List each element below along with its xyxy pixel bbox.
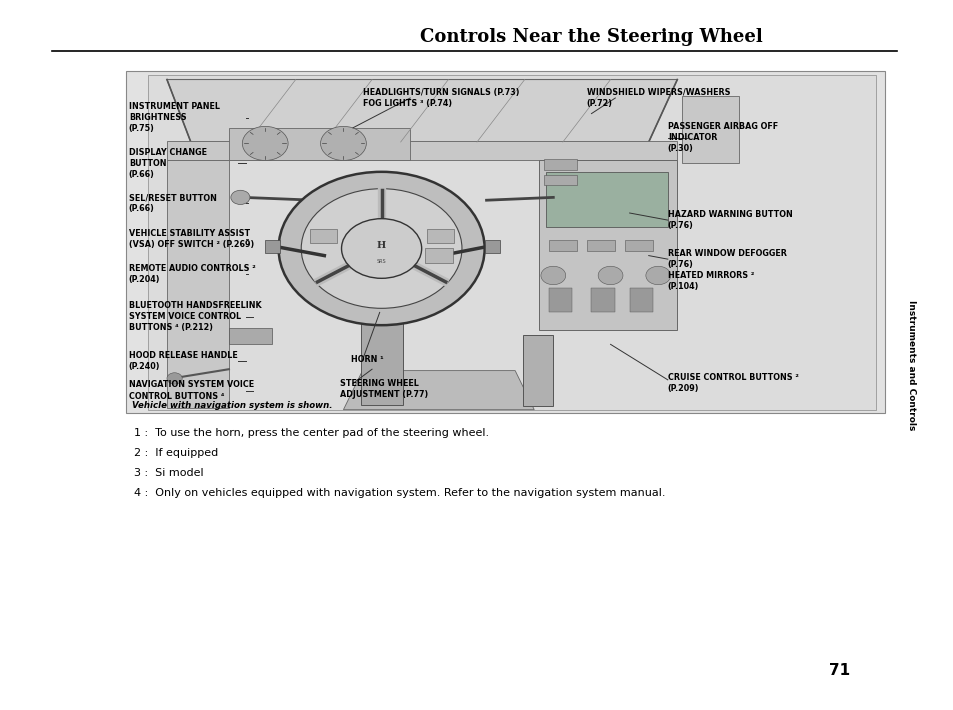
- Text: NAVIGATION SYSTEM VOICE
CONTROL BUTTONS ⁴: NAVIGATION SYSTEM VOICE CONTROL BUTTONS …: [129, 381, 253, 400]
- Bar: [586, 240, 615, 251]
- Bar: [424, 248, 453, 263]
- Circle shape: [320, 126, 366, 160]
- Polygon shape: [167, 80, 677, 142]
- Bar: [522, 335, 553, 406]
- Bar: [229, 328, 272, 344]
- Circle shape: [341, 219, 421, 278]
- Bar: [484, 240, 499, 253]
- Bar: [681, 96, 739, 163]
- Bar: [543, 159, 577, 170]
- Text: VEHICLE STABILITY ASSIST
(VSA) OFF SWITCH ² (P.269): VEHICLE STABILITY ASSIST (VSA) OFF SWITC…: [129, 229, 253, 248]
- Text: H: H: [376, 241, 386, 250]
- Bar: [591, 288, 615, 312]
- Bar: [543, 175, 577, 185]
- Text: REMOTE AUDIO CONTROLS ²
(P.204): REMOTE AUDIO CONTROLS ² (P.204): [129, 264, 255, 284]
- Bar: [265, 240, 280, 253]
- Bar: [548, 288, 572, 312]
- Text: 4 :  Only on vehicles equipped with navigation system. Refer to the navigation s: 4 : Only on vehicles equipped with navig…: [133, 488, 664, 498]
- Bar: [624, 240, 653, 251]
- Text: 71: 71: [828, 663, 849, 679]
- Text: Instruments and Controls: Instruments and Controls: [906, 300, 915, 431]
- Polygon shape: [343, 371, 534, 410]
- Text: BLUETOOTH HANDSFREELINK
SYSTEM VOICE CONTROL
BUTTONS ⁴ (P.212): BLUETOOTH HANDSFREELINK SYSTEM VOICE CON…: [129, 301, 261, 332]
- Text: HOOD RELEASE HANDLE
(P.240): HOOD RELEASE HANDLE (P.240): [129, 351, 237, 371]
- Circle shape: [242, 126, 288, 160]
- Bar: [629, 288, 653, 312]
- Text: PASSENGER AIRBAG OFF
INDICATOR
(P.30): PASSENGER AIRBAG OFF INDICATOR (P.30): [667, 122, 777, 153]
- Bar: [126, 71, 884, 413]
- Text: 3 :  Si model: 3 : Si model: [133, 468, 203, 478]
- Text: HORN ¹: HORN ¹: [351, 356, 383, 364]
- Bar: [360, 307, 402, 405]
- Circle shape: [231, 190, 250, 204]
- Text: Controls Near the Steering Wheel: Controls Near the Steering Wheel: [419, 28, 762, 46]
- Circle shape: [540, 266, 565, 285]
- Text: WINDSHIELD WIPERS/WASHERS
(P.72): WINDSHIELD WIPERS/WASHERS (P.72): [586, 88, 729, 108]
- Bar: [548, 240, 577, 251]
- Text: STEERING WHEEL
ADJUSTMENT (P.77): STEERING WHEEL ADJUSTMENT (P.77): [339, 379, 428, 399]
- Circle shape: [167, 373, 182, 384]
- Text: 1 :  To use the horn, press the center pad of the steering wheel.: 1 : To use the horn, press the center pa…: [133, 428, 488, 438]
- Text: HAZARD WARNING BUTTON
(P.76): HAZARD WARNING BUTTON (P.76): [667, 210, 792, 230]
- Text: CRUISE CONTROL BUTTONS ²
(P.209): CRUISE CONTROL BUTTONS ² (P.209): [667, 373, 798, 393]
- Bar: [167, 141, 677, 160]
- Circle shape: [301, 189, 461, 308]
- Bar: [427, 229, 454, 243]
- Text: SRS: SRS: [376, 258, 386, 264]
- Polygon shape: [148, 75, 875, 410]
- Text: INSTRUMENT PANEL
BRIGHTNESS
(P.75): INSTRUMENT PANEL BRIGHTNESS (P.75): [129, 102, 219, 133]
- Text: HEADLIGHTS/TURN SIGNALS (P.73)
FOG LIGHTS ³ (P.74): HEADLIGHTS/TURN SIGNALS (P.73) FOG LIGHT…: [362, 88, 518, 108]
- Polygon shape: [167, 160, 229, 408]
- Bar: [545, 172, 667, 227]
- Text: 2 :  If equipped: 2 : If equipped: [133, 448, 217, 458]
- Text: REAR WINDOW DEFOGGER
(P.76)
HEATED MIRRORS ²
(P.104): REAR WINDOW DEFOGGER (P.76) HEATED MIRRO…: [667, 248, 786, 291]
- Polygon shape: [229, 128, 410, 160]
- Text: DISPLAY CHANGE
BUTTON
(P.66): DISPLAY CHANGE BUTTON (P.66): [129, 148, 207, 179]
- Text: SEL/RESET BUTTON
(P.66): SEL/RESET BUTTON (P.66): [129, 193, 216, 213]
- Bar: [538, 160, 677, 330]
- Circle shape: [598, 266, 622, 285]
- Circle shape: [645, 266, 670, 285]
- Bar: [310, 229, 336, 243]
- Circle shape: [278, 172, 484, 325]
- Text: Vehicle with navigation system is shown.: Vehicle with navigation system is shown.: [132, 401, 332, 410]
